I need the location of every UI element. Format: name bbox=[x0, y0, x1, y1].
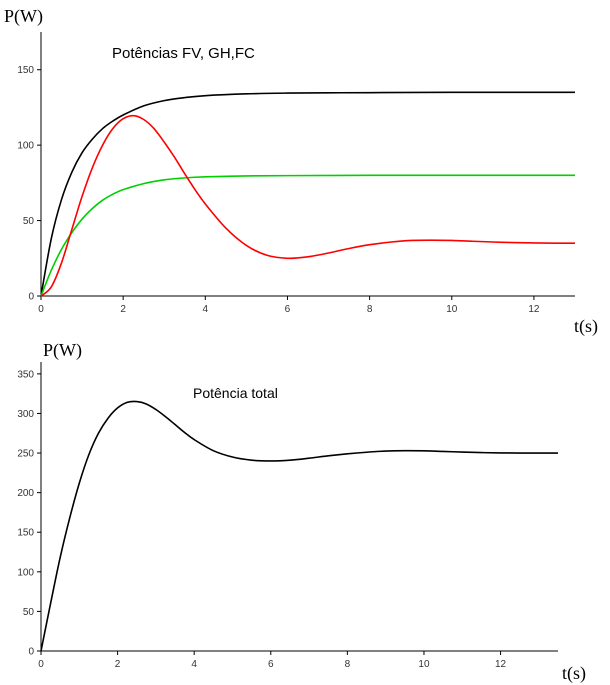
top-chart-x-tick-label: 10 bbox=[446, 304, 458, 315]
bottom-chart-y-tick-label: 100 bbox=[17, 567, 34, 578]
bottom-chart-ticks: 0 2 4 6 8 10 12 0 50 100 150 200 250 300 350 bbox=[17, 369, 506, 670]
top-chart-series-line bbox=[40, 114, 576, 297]
top-chart-y-tick-label: 50 bbox=[23, 216, 35, 227]
top-chart-title: Potências FV, GH,FC bbox=[112, 45, 255, 62]
top-chart-y-tick-label: 150 bbox=[17, 65, 34, 76]
top-chart-lines bbox=[40, 91, 576, 297]
bottom-chart-x-tick-label: 8 bbox=[345, 659, 351, 670]
top-chart-x-axis-label: t(s) bbox=[574, 316, 598, 337]
bottom-chart-y-tick-label: 150 bbox=[17, 528, 34, 539]
bottom-chart-y-tick-label: 300 bbox=[17, 409, 34, 420]
bottom-chart-x-tick-label: 10 bbox=[418, 659, 430, 670]
top-chart-y-tick-label: 100 bbox=[17, 141, 34, 152]
top-chart-x-tick-label: 12 bbox=[528, 304, 540, 315]
bottom-chart-y-tick-label: 0 bbox=[28, 647, 34, 658]
bottom-chart-x-axis-label: t(s) bbox=[562, 663, 586, 684]
top-chart-series-line bbox=[40, 91, 576, 297]
top-chart-ticks: 0 2 4 6 8 10 12 0 50 100 150 bbox=[17, 65, 540, 315]
top-chart-y-axis-label: P(W) bbox=[4, 6, 43, 27]
top-chart-x-tick-label: 4 bbox=[203, 304, 209, 315]
bottom-chart-x-tick-label: 4 bbox=[191, 659, 197, 670]
bottom-chart-x-tick-label: 2 bbox=[115, 659, 121, 670]
bottom-chart-title: Potência total bbox=[193, 385, 278, 401]
top-chart-panel: P(W) t(s) Potências FV, GH,FC 0 2 4 6 8 10 120… bbox=[4, 6, 598, 337]
top-chart-x-tick-label: 2 bbox=[120, 304, 126, 315]
bottom-chart-y-tick-label: 200 bbox=[17, 488, 34, 499]
top-chart-x-tick-label: 0 bbox=[38, 304, 44, 315]
bottom-chart-x-tick-label: 6 bbox=[268, 659, 274, 670]
top-chart-y-tick-label: 0 bbox=[28, 292, 34, 303]
bottom-chart-x-tick-label: 12 bbox=[495, 659, 507, 670]
top-chart-x-tick-label: 6 bbox=[285, 304, 291, 315]
bottom-chart-y-tick-label: 250 bbox=[17, 449, 34, 460]
bottom-chart-lines bbox=[40, 400, 558, 652]
top-chart-series-line bbox=[40, 174, 575, 297]
bottom-chart-x-tick-label: 0 bbox=[38, 659, 44, 670]
bottom-chart-panel: P(W) t(s) Potência total 0 2 4 6 8 10 12 0 50 100… bbox=[17, 340, 586, 684]
top-chart-x-tick-label: 8 bbox=[367, 304, 373, 315]
bottom-chart-y-tick-label: 350 bbox=[17, 369, 34, 380]
bottom-chart-y-tick-label: 50 bbox=[23, 607, 35, 618]
bottom-chart-series-line bbox=[40, 400, 558, 652]
bottom-chart-y-axis-label: P(W) bbox=[43, 340, 82, 361]
